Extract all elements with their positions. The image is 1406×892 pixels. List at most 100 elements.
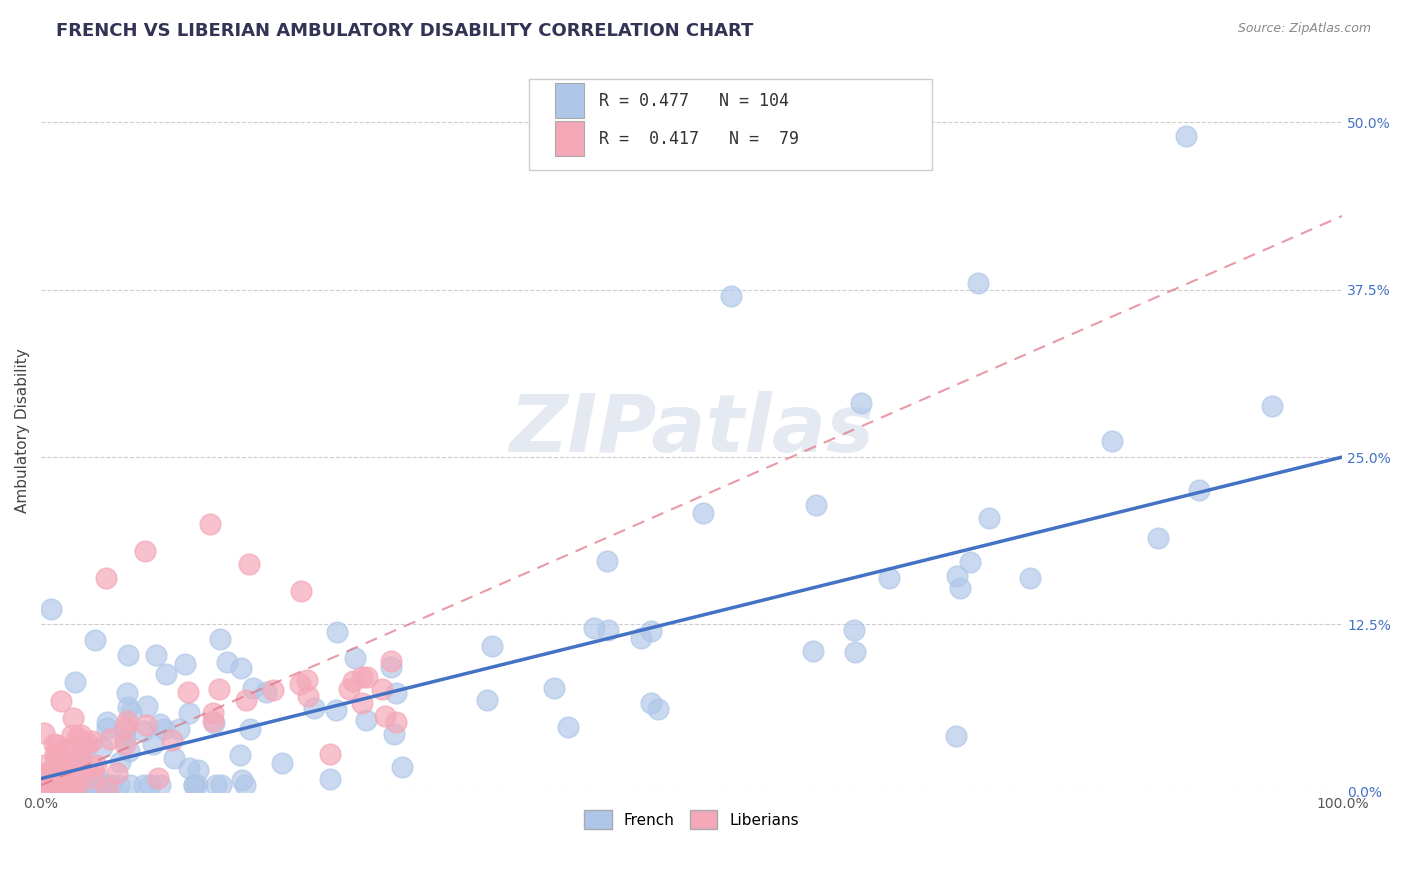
- Point: [87, 772, 110, 787]
- Point: [145, 648, 167, 662]
- Point: [217, 656, 239, 670]
- Point: [134, 544, 156, 558]
- Point: [945, 569, 967, 583]
- Point: [114, 723, 136, 738]
- Point: [318, 772, 340, 786]
- Point: [35, 780, 58, 795]
- Point: [100, 778, 122, 792]
- Point: [949, 581, 972, 595]
- Point: [35, 780, 58, 795]
- Point: [49, 756, 72, 770]
- Point: [34, 780, 56, 795]
- Point: [877, 571, 900, 585]
- Point: [352, 696, 374, 710]
- Point: [44, 747, 66, 761]
- Point: [945, 729, 967, 743]
- Point: [32, 769, 55, 783]
- Point: [66, 731, 89, 745]
- Point: [62, 780, 84, 795]
- Point: [380, 654, 402, 668]
- Point: [692, 506, 714, 520]
- Point: [179, 761, 201, 775]
- Point: [96, 721, 118, 735]
- Point: [69, 728, 91, 742]
- Point: [297, 689, 319, 703]
- Point: [647, 701, 669, 715]
- Point: [640, 696, 662, 710]
- Point: [231, 773, 253, 788]
- Point: [82, 771, 104, 785]
- Point: [42, 738, 65, 752]
- Point: [174, 657, 197, 672]
- Point: [70, 778, 93, 792]
- Point: [35, 766, 58, 780]
- Point: [90, 778, 112, 792]
- Point: [849, 396, 872, 410]
- Point: [201, 714, 224, 728]
- Point: [160, 733, 183, 747]
- Point: [380, 660, 402, 674]
- Point: [53, 772, 76, 786]
- Point: [382, 727, 405, 741]
- Point: [153, 723, 176, 737]
- Point: [73, 778, 96, 792]
- Point: [44, 771, 66, 785]
- Point: [115, 714, 138, 729]
- Point: [35, 765, 58, 780]
- Point: [136, 699, 159, 714]
- Point: [149, 778, 172, 792]
- Point: [967, 276, 990, 290]
- Point: [720, 289, 742, 303]
- Point: [96, 571, 118, 585]
- Point: [42, 777, 65, 791]
- Text: Source: ZipAtlas.com: Source: ZipAtlas.com: [1237, 22, 1371, 36]
- Point: [200, 516, 222, 531]
- Point: [304, 701, 326, 715]
- Point: [325, 704, 347, 718]
- Point: [134, 718, 156, 732]
- Point: [163, 750, 186, 764]
- Point: [45, 778, 67, 792]
- Text: R =  0.417   N =  79: R = 0.417 N = 79: [599, 130, 799, 148]
- Point: [959, 555, 981, 569]
- Point: [384, 686, 406, 700]
- Point: [75, 740, 97, 755]
- Point: [41, 780, 63, 795]
- Bar: [555, 83, 583, 118]
- Point: [208, 632, 231, 646]
- Point: [475, 693, 498, 707]
- Point: [55, 743, 77, 757]
- Point: [32, 780, 55, 795]
- Point: [142, 737, 165, 751]
- Point: [319, 747, 342, 761]
- Point: [370, 682, 392, 697]
- Point: [32, 758, 55, 772]
- Point: [183, 778, 205, 792]
- Point: [49, 778, 72, 792]
- Point: [288, 677, 311, 691]
- Point: [70, 752, 93, 766]
- Point: [114, 720, 136, 734]
- Point: [60, 728, 83, 742]
- Point: [270, 756, 292, 771]
- Point: [82, 760, 104, 774]
- Point: [108, 778, 131, 792]
- Point: [110, 755, 132, 769]
- Point: [134, 778, 156, 792]
- Point: [39, 602, 62, 616]
- Point: [118, 778, 141, 792]
- Point: [51, 778, 73, 792]
- Point: [262, 683, 284, 698]
- Point: [979, 511, 1001, 525]
- Point: [1261, 399, 1284, 413]
- Point: [49, 694, 72, 708]
- Point: [148, 771, 170, 785]
- Point: [155, 667, 177, 681]
- Point: [228, 748, 250, 763]
- Point: [325, 624, 347, 639]
- Point: [82, 734, 104, 748]
- Point: [201, 706, 224, 720]
- Point: [53, 780, 76, 795]
- Point: [290, 584, 312, 599]
- Text: ZIPatlas: ZIPatlas: [509, 392, 875, 469]
